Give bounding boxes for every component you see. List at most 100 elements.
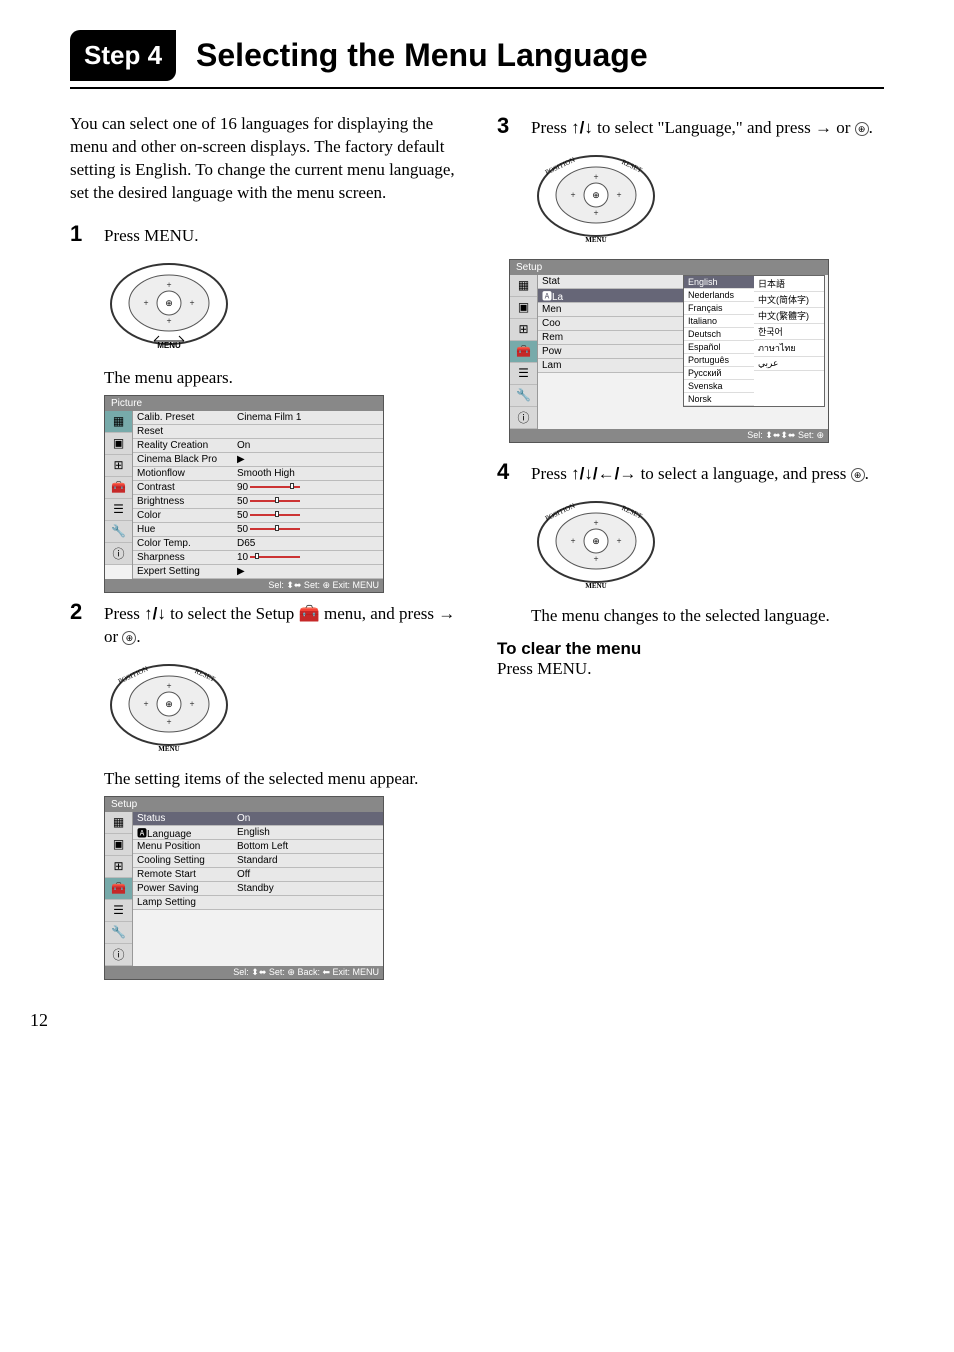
menu-sidebar: ▦ ▣ ⊞ 🧰 ☰ 🔧 ⓘ — [510, 275, 538, 429]
caption-4: The menu changes to the selected languag… — [531, 605, 884, 627]
language-option: Nederlands — [684, 289, 754, 302]
settings-row-truncated: 🅰La — [538, 289, 683, 303]
language-option: Français — [684, 302, 754, 315]
svg-text:+: + — [189, 699, 194, 709]
tab-screen-icon: ▣ — [510, 297, 537, 319]
svg-text:+: + — [189, 298, 194, 308]
page-number: 12 — [30, 1010, 884, 1031]
svg-text:+: + — [616, 536, 621, 546]
language-option: Norsk — [684, 393, 754, 406]
svg-text:⊕: ⊕ — [165, 298, 173, 308]
menu-sidebar: ▦ ▣ ⊞ 🧰 ☰ 🔧 ⓘ — [105, 812, 133, 966]
svg-text:⊕: ⊕ — [592, 536, 600, 546]
up-down-arrows-icon: ↑/↓ — [144, 604, 166, 623]
step-badge: Step 4 — [70, 30, 176, 81]
clear-menu-heading: To clear the menu — [497, 639, 884, 659]
language-popup: EnglishNederlandsFrançaisItalianoDeutsch… — [683, 275, 825, 407]
tab-input-icon: ⊞ — [105, 455, 132, 477]
language-option: 中文(简体字) — [754, 292, 824, 308]
right-arrow-icon: → — [438, 604, 455, 623]
step-number: 1 — [70, 221, 90, 247]
clear-menu-text: Press MENU. — [497, 659, 884, 679]
page-header: Step 4 Selecting the Menu Language — [70, 30, 884, 89]
svg-text:+: + — [570, 190, 575, 200]
settings-row: Remote StartOff — [133, 868, 383, 882]
dpad-diagram-1: ⊕ + + + + MENU — [104, 256, 457, 361]
step-text: Press ↑/↓ to select "Language," and pres… — [531, 117, 884, 140]
step-number: 4 — [497, 459, 517, 485]
dpad-diagram-4: ⊕ + + + + POSITION RESET MENU — [531, 494, 884, 599]
settings-row: Menu PositionBottom Left — [133, 840, 383, 854]
settings-row: MotionflowSmooth High — [133, 467, 383, 481]
language-option: Italiano — [684, 315, 754, 328]
setup-menu: Setup ▦ ▣ ⊞ 🧰 ☰ 🔧 ⓘ StatusOn🅰LanguageEng… — [104, 796, 384, 980]
menu-footer: Sel: ⬍⬌ Set: ⊕ Exit: MENU — [105, 579, 383, 592]
svg-text:⊕: ⊕ — [592, 190, 600, 200]
language-option: 한국어 — [754, 324, 824, 340]
step-1: 1 Press MENU. — [70, 221, 457, 248]
tab-picture-icon: ▦ — [105, 411, 132, 433]
settings-row: Power SavingStandby — [133, 882, 383, 896]
right-arrow-icon: → — [815, 118, 832, 137]
svg-text:+: + — [143, 298, 148, 308]
step-text: Press MENU. — [104, 225, 457, 248]
tab-info-icon: ⓘ — [105, 944, 132, 966]
settings-list: Calib. PresetCinema Film 1ResetReality C… — [133, 411, 383, 579]
tab-picture-icon: ▦ — [105, 812, 132, 834]
enter-icon: ⊕ — [851, 468, 865, 482]
intro-text: You can select one of 16 languages for d… — [70, 113, 457, 205]
tab-setup-icon: 🧰 — [105, 878, 132, 900]
tab-screen-icon: ▣ — [105, 834, 132, 856]
svg-text:+: + — [143, 699, 148, 709]
tab-install-icon: 🔧 — [105, 521, 132, 543]
svg-text:+: + — [616, 190, 621, 200]
settings-row: Reality CreationOn — [133, 439, 383, 453]
tab-info-icon: ⓘ — [105, 543, 132, 565]
tab-function-icon: ☰ — [105, 900, 132, 922]
settings-row: Cinema Black Pro▶ — [133, 453, 383, 467]
settings-row: Color Temp.D65 — [133, 537, 383, 551]
settings-row: Cooling SettingStandard — [133, 854, 383, 868]
tab-input-icon: ⊞ — [510, 319, 537, 341]
language-option: Русский — [684, 367, 754, 380]
settings-row-truncated: Stat — [538, 275, 683, 289]
menu-title: Picture — [105, 396, 383, 411]
settings-row: 🅰LanguageEnglish — [133, 826, 383, 840]
language-option: عربي — [754, 357, 824, 371]
tab-screen-icon: ▣ — [105, 433, 132, 455]
settings-row: Contrast90 — [133, 481, 383, 495]
settings-row: Lamp Setting — [133, 896, 383, 910]
settings-row-truncated: Lam — [538, 359, 683, 373]
tab-picture-icon: ▦ — [510, 275, 537, 297]
svg-text:⊕: ⊕ — [165, 699, 173, 709]
svg-text:MENU: MENU — [585, 236, 606, 244]
settings-row: Expert Setting▶ — [133, 565, 383, 579]
tab-setup-icon: 🧰 — [510, 341, 537, 363]
picture-menu: Picture ▦ ▣ ⊞ 🧰 ☰ 🔧 ⓘ Calib. PresetCinem… — [104, 395, 384, 593]
tab-install-icon: 🔧 — [510, 385, 537, 407]
language-option: Português — [684, 354, 754, 367]
svg-text:+: + — [593, 518, 598, 528]
menu-title: Setup — [510, 260, 828, 275]
svg-text:+: + — [166, 681, 171, 691]
svg-text:+: + — [593, 172, 598, 182]
language-option: ภาษาไทย — [754, 340, 824, 357]
step-4: 4 Press ↑/↓/←/→ to select a language, an… — [497, 459, 884, 486]
language-option: Svenska — [684, 380, 754, 393]
settings-row: Hue50 — [133, 523, 383, 537]
svg-text:MENU: MENU — [585, 582, 606, 590]
svg-text:+: + — [166, 280, 171, 290]
svg-text:MENU: MENU — [157, 341, 181, 350]
enter-icon: ⊕ — [855, 122, 869, 136]
settings-row: Calib. PresetCinema Film 1 — [133, 411, 383, 425]
step-2: 2 Press ↑/↓ to select the Setup 🧰 menu, … — [70, 599, 457, 649]
svg-text:+: + — [593, 208, 598, 218]
content-columns: You can select one of 16 languages for d… — [70, 113, 884, 986]
settings-row: StatusOn — [133, 812, 383, 826]
language-option: 日本語 — [754, 276, 824, 292]
settings-list-truncated: Stat🅰LaMenCooRemPowLam — [538, 275, 683, 429]
svg-text:+: + — [166, 316, 171, 326]
language-option: Deutsch — [684, 328, 754, 341]
dpad-diagram-3: ⊕ + + + + POSITION RESET MENU — [531, 148, 884, 253]
settings-row: Brightness50 — [133, 495, 383, 509]
